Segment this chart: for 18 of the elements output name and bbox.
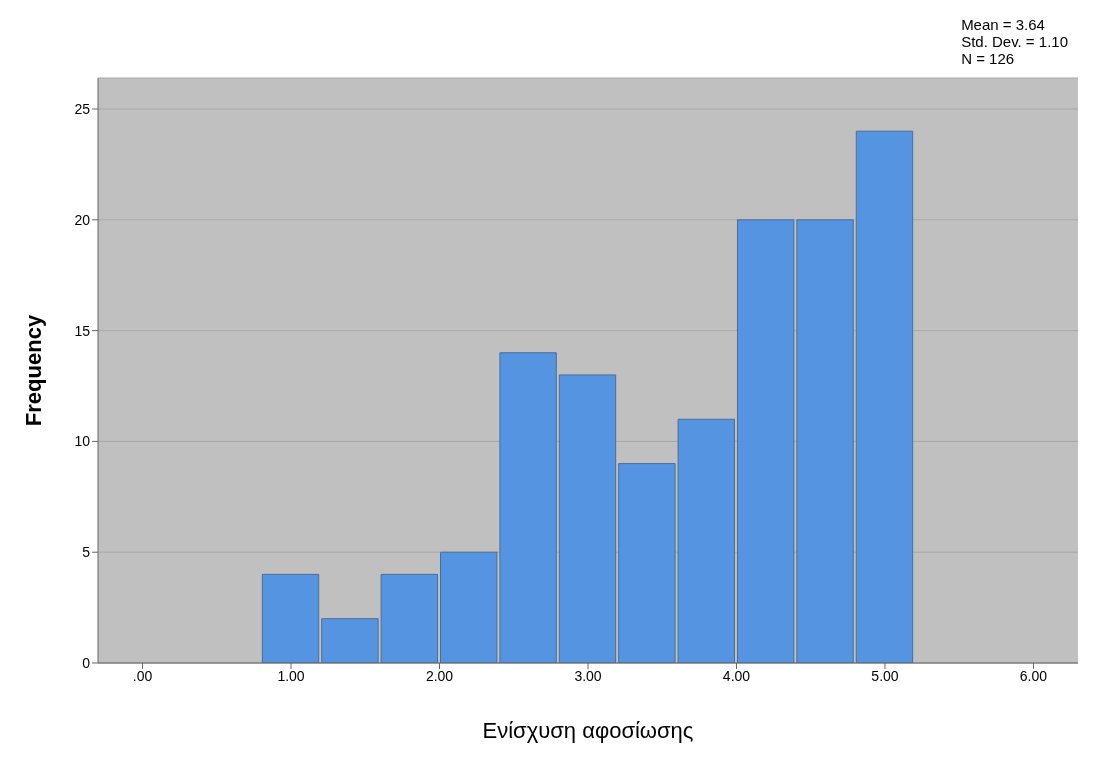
- x-axis-title: Ενίσχυση αφοσίωσης: [482, 718, 694, 743]
- text: Mean = 3.64: [961, 16, 1046, 33]
- x-tick-label: 5.00: [871, 667, 899, 684]
- text: Std. Dev. = 1.10: [961, 33, 1068, 50]
- x-tick-label: 6.00: [1019, 667, 1048, 684]
- y-tick-label: 25: [74, 100, 91, 117]
- y-tick-label: 0: [82, 654, 91, 671]
- y-tick-label: 15: [74, 322, 91, 339]
- y-axis-title: Frequency: [20, 314, 46, 427]
- x-tick-label: 4.00: [722, 667, 751, 684]
- x-tick-label: 1.00: [277, 667, 305, 684]
- x-tick-label: 2.00: [425, 667, 454, 684]
- y-tick-label: 10: [74, 433, 91, 450]
- text: N = 126: [961, 50, 1016, 67]
- x-tick-label: 3.00: [574, 667, 602, 684]
- x-tick-label: .00: [132, 667, 153, 684]
- y-tick-label: 5: [82, 544, 91, 561]
- y-tick-label: 20: [74, 211, 91, 228]
